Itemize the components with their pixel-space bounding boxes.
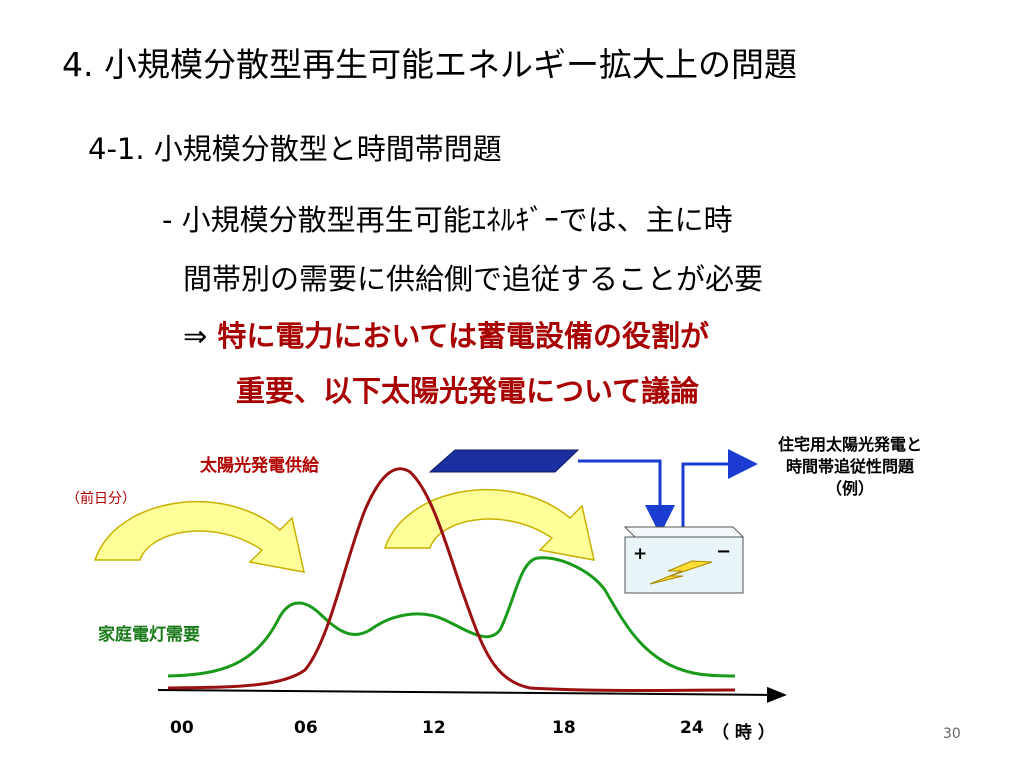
curved-arrow-prev-day bbox=[93, 500, 305, 573]
battery-minus: − bbox=[716, 541, 731, 562]
side-note-line-1: 住宅用太陽光発電と bbox=[778, 435, 923, 454]
page-number: 30 bbox=[943, 726, 961, 742]
section-subtitle: 4-1. 小規模分散型と時間帯問題 bbox=[88, 132, 502, 166]
tick-label-00: 00 bbox=[170, 718, 194, 738]
page-title: 4. 小規模分散型再生可能エネルギー拡大上の問題 bbox=[62, 45, 797, 84]
supply-curve bbox=[167, 467, 736, 692]
side-note-line-2: 時間帯追従性問題 bbox=[786, 457, 915, 476]
bullet-line-3: ⇒ 特に電力においては蓄電設備の役割が bbox=[183, 313, 709, 355]
time-unit-label: （ 時 ） bbox=[712, 723, 775, 743]
demand-label: 家庭電灯需要 bbox=[98, 625, 200, 645]
curved-arrow-next-day bbox=[383, 488, 595, 561]
battery-top bbox=[623, 526, 745, 538]
flow-arrow-to-grid bbox=[578, 459, 675, 535]
tick-label-18: 18 bbox=[552, 718, 576, 738]
side-note-line-3: （例） bbox=[826, 479, 875, 498]
lightning-icon bbox=[649, 560, 713, 585]
flow-arrow-house bbox=[681, 449, 758, 530]
solar-supply-label: 太陽光発電供給 bbox=[200, 456, 319, 476]
side-note: 住宅用太陽光発電と 時間帯追従性問題 （例） bbox=[778, 434, 922, 500]
bullet-line-1: - 小規模分散型再生可能ｴﾈﾙｷﾞｰでは、主に時 bbox=[162, 203, 733, 237]
highlight-text-1: 特に電力においては蓄電設備の役割が bbox=[217, 319, 709, 353]
battery-plus: + bbox=[633, 544, 647, 564]
tick-label-12: 12 bbox=[422, 718, 446, 738]
bullet-line-2: 間帯別の需要に供給側で追従することが必要 bbox=[183, 262, 764, 296]
implies-arrow: ⇒ bbox=[183, 319, 208, 353]
prev-day-label: （前日分） bbox=[66, 491, 136, 507]
tick-label-24: 24 bbox=[680, 718, 704, 738]
tick-label-06: 06 bbox=[294, 718, 318, 738]
highlight-text-2: 重要、以下太陽光発電について議論 bbox=[236, 374, 700, 408]
time-axis bbox=[157, 686, 787, 703]
solar-panel bbox=[428, 449, 580, 473]
